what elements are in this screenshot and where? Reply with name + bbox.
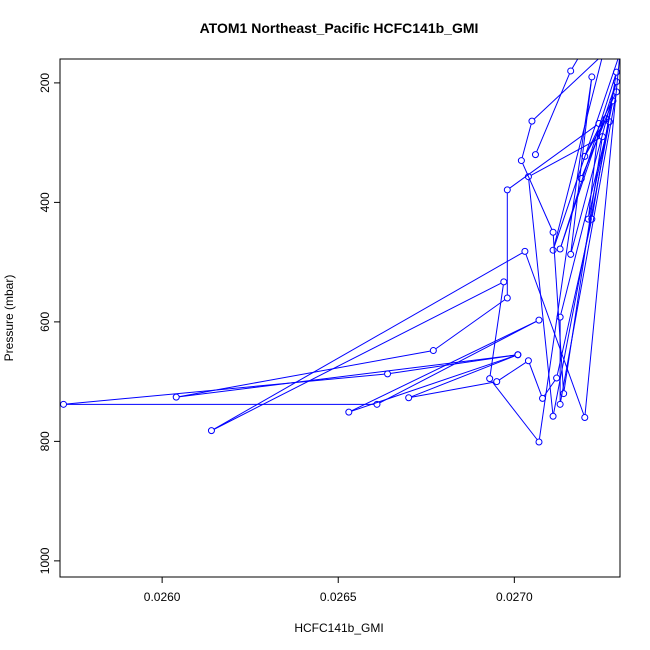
data-point [612,88,620,96]
data-point [429,347,437,355]
data-point [553,374,561,382]
data-point [207,427,215,435]
data-point [556,245,564,253]
data-point [595,120,603,128]
series-line-segment [529,363,542,396]
y-tick-label: 1000 [38,547,52,574]
series-line-segment [214,252,523,430]
data-point [60,400,68,408]
series-line-segment [556,222,592,375]
chart-title: ATOM1 Northeast_Pacific HCFC141b_GMI [200,20,479,36]
series-line-segment [522,163,553,230]
plot-area [59,29,630,578]
data-point [624,29,630,35]
data-point [535,316,543,324]
data-point [549,228,557,236]
series-line-segment [534,59,600,120]
data-point [609,97,617,105]
data-point [602,115,610,123]
data-point [567,250,575,258]
data-point [577,174,585,182]
series-line-segment [552,235,564,391]
data-point [535,438,543,446]
series-line-segment [491,380,538,440]
data-point [588,73,596,81]
data-point [524,173,532,181]
data-point [612,68,620,76]
data-point [521,247,529,255]
series-line-segment [214,282,502,430]
series-line-segment [390,354,515,374]
series-line-segment [553,59,619,248]
data-point [588,215,596,223]
y-axis: 200 400 600 800 1000 [38,73,60,574]
data-point [617,50,623,56]
data-point [581,152,589,160]
series-line-segment [351,321,537,412]
x-tick-label: 0.0260 [144,590,181,604]
series-line-segment [553,59,603,248]
data-point [172,393,180,401]
series-line-segment [588,126,600,216]
x-axis-label: HCFC141b_GMI [294,621,383,635]
data-point [598,133,606,141]
data-point [493,378,501,386]
series-line-segment [411,355,515,398]
series-line-segment [584,59,620,415]
data-point [524,357,532,365]
data-point [549,246,557,254]
data-point [528,117,536,125]
x-axis: 0.0260 0.0265 0.0270 [144,577,533,604]
series-line-segment [571,84,617,252]
y-tick-label: 200 [38,73,52,93]
series-data [60,29,630,446]
data-point [500,278,508,286]
data-point [567,67,575,75]
series-line-segment [499,362,526,381]
series-line-segment [531,137,600,176]
x-tick-label: 0.0265 [320,590,357,604]
data-point [556,400,564,408]
series-line-segment [571,59,579,69]
series-line-segment [525,254,585,415]
series-line-segment [379,321,537,404]
data-point [584,215,592,223]
plot-frame [59,58,621,578]
data-point [531,151,539,159]
series-line-segment [560,95,617,402]
series-line-segment [560,75,616,247]
data-point [514,351,522,359]
series-line-segment [411,381,494,398]
series-line-segment [435,299,505,350]
data-point [612,78,620,86]
series-line-segment [560,124,610,315]
data-point [345,408,353,416]
y-tick-label: 400 [38,192,52,212]
series-line-segment [560,84,616,247]
data-point [539,394,547,402]
data-point [486,375,494,383]
data-point [556,313,564,321]
series-line-segment [351,355,515,412]
y-tick-label: 600 [38,312,52,332]
x-tick-label: 0.0270 [496,590,533,604]
data-point [373,400,381,408]
data-point [405,394,413,402]
series-line-segment [489,285,504,376]
series-line-segment [538,80,592,439]
data-point [384,370,392,378]
data-point [549,412,557,420]
y-tick-label: 800 [38,431,52,451]
y-axis-label: Pressure (mbar) [2,275,16,362]
data-point [503,294,511,302]
series-line-segment [521,124,532,158]
data-point [581,413,589,421]
series-line-segment [536,73,570,152]
data-point [503,186,511,194]
data-point [517,157,525,165]
series-line-segment [66,373,385,405]
data-point [560,390,568,398]
